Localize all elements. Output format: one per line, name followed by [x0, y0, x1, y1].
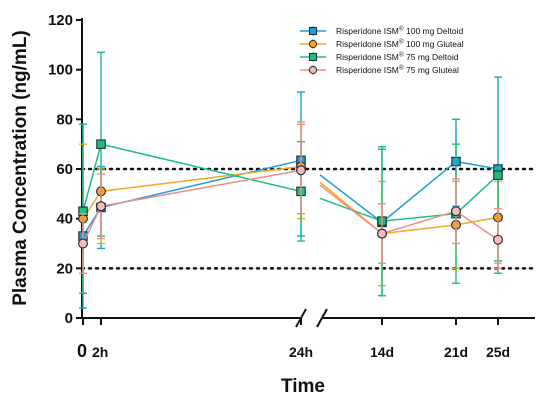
y-tick-label: 60 [56, 161, 73, 178]
legend-swatch-marker [308, 65, 318, 75]
x-tick-label: 25d [486, 344, 510, 360]
axis-break-mark-right [316, 308, 328, 328]
series-line-right [319, 174, 499, 222]
series-1 [78, 76, 503, 309]
legend-item-2: Risperidone ISM® 100 mg Gluteal [300, 38, 464, 50]
legend-item-3: Risperidone ISM® 75 mg Deltoid [300, 51, 459, 63]
series-line-right [319, 160, 499, 224]
legend-swatch-marker [309, 53, 317, 61]
legend-label: Risperidone ISM® 100 mg Deltoid [336, 25, 463, 37]
x-tick-label: 14d [370, 344, 394, 360]
x-tick-label: 24h [289, 344, 313, 360]
y-tick-label: 80 [56, 111, 73, 128]
series-line-right [319, 184, 499, 241]
data-point [96, 201, 106, 212]
data-point [78, 238, 88, 249]
y-tick-label: 100 [48, 62, 73, 79]
data-point [493, 170, 503, 180]
legend-item-1: Risperidone ISM® 100 mg Deltoid [300, 25, 463, 37]
y-tick-label: 40 [56, 211, 73, 228]
series-3 [78, 51, 503, 297]
legend-label: Risperidone ISM® 100 mg Gluteal [336, 38, 464, 50]
legend-label: Risperidone ISM® 75 mg Deltoid [336, 51, 459, 63]
series-line-left [82, 165, 302, 220]
data-point [493, 234, 503, 245]
y-tick-label: 20 [56, 260, 73, 277]
y-axis-title: Plasma Concentration (ng/mL) [10, 30, 31, 306]
legend-item-4: Risperidone ISM® 75 mg Gluteal [300, 64, 459, 76]
x-tick-label: 21d [444, 344, 468, 360]
series-line-left [82, 169, 302, 244]
series-line-right [319, 181, 499, 235]
legend-swatch-marker [309, 27, 317, 35]
legend-label: Risperidone ISM® 75 mg Gluteal [336, 64, 459, 76]
x-tick-label: 0 [77, 341, 87, 361]
data-point [96, 139, 106, 149]
x-axis-title: Time [281, 376, 325, 397]
legend-swatch-marker [308, 39, 318, 49]
data-point [451, 206, 461, 217]
axes: 0 20 40 60 80 100 120 0 2h 24h 14d 21d 25d [48, 12, 535, 361]
x-tick-label: 2h [92, 344, 108, 360]
y-tick-label: 0 [65, 310, 73, 327]
series-line-left [82, 143, 302, 212]
series-group [78, 51, 503, 309]
series-line-left [82, 159, 302, 237]
data-point [377, 228, 387, 239]
data-point [296, 165, 306, 176]
y-tick-label: 120 [48, 12, 73, 29]
legend: Risperidone ISM® 100 mg DeltoidRisperido… [300, 25, 464, 75]
series-4 [78, 123, 503, 274]
